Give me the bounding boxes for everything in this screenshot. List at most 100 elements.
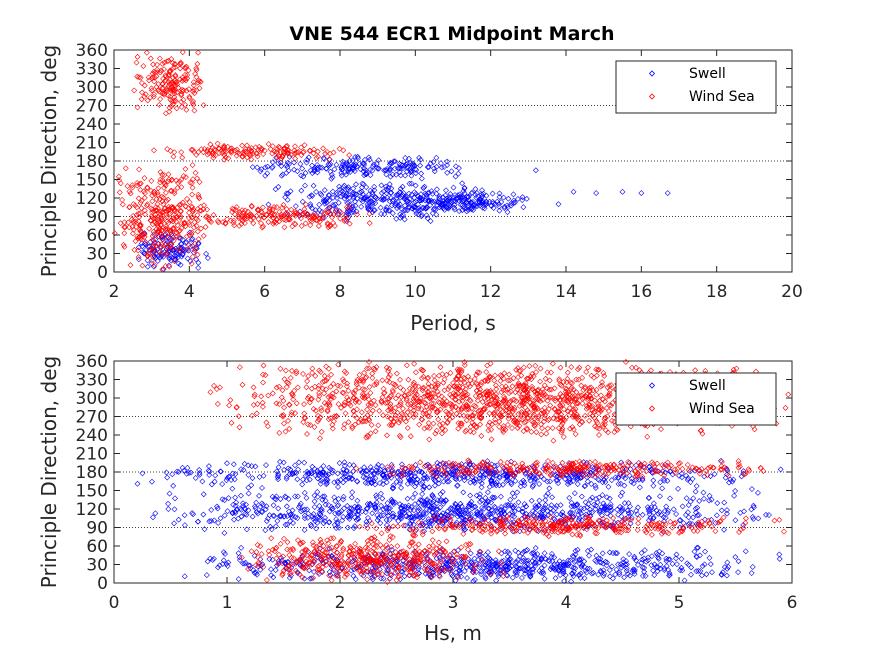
scatter-point-swell	[430, 159, 437, 165]
scatter-point-swell	[306, 476, 313, 483]
scatter-point-swell	[351, 168, 358, 175]
scatter-point-wind-sea	[126, 224, 133, 231]
scatter-point-swell	[501, 203, 508, 210]
scatter-point-swell	[288, 514, 295, 520]
scatter-point-swell	[382, 167, 389, 174]
scatter-point-swell	[195, 259, 202, 266]
scatter-point-swell	[486, 483, 493, 490]
scatter-point-wind-sea	[250, 215, 257, 221]
scatter-point-wind-sea	[161, 59, 168, 66]
scatter-point-swell	[605, 483, 612, 490]
scatter-point-wind-sea	[124, 183, 131, 190]
scatter-point-wind-sea	[242, 146, 249, 153]
scatter-point-swell	[275, 476, 282, 483]
scatter-point-swell	[519, 508, 526, 515]
scatter-point-wind-sea	[322, 210, 329, 217]
scatter-point-swell	[203, 250, 210, 257]
scatter-point-wind-sea	[159, 60, 166, 67]
scatter-point-swell	[510, 199, 517, 206]
scatter-point-wind-sea	[172, 64, 178, 71]
scatter-point-swell	[441, 463, 448, 470]
scatter-point-wind-sea	[241, 220, 248, 227]
scatter-point-swell	[314, 519, 321, 526]
scatter-point-swell	[314, 467, 321, 474]
scatter-point-swell	[492, 467, 499, 473]
top-x-axis-label: Period, s	[410, 311, 496, 335]
scatter-point-wind-sea	[179, 154, 186, 161]
scatter-point-swell	[384, 474, 391, 481]
scatter-point-swell	[219, 496, 226, 503]
scatter-point-swell	[424, 164, 431, 171]
scatter-point-swell	[777, 466, 784, 473]
scatter-point-swell	[297, 500, 304, 507]
scatter-point-wind-sea	[202, 224, 209, 230]
scatter-point-wind-sea	[136, 180, 143, 187]
scatter-point-wind-sea	[193, 223, 200, 229]
scatter-point-swell	[465, 207, 472, 213]
scatter-point-swell	[488, 478, 495, 485]
scatter-point-wind-sea	[221, 144, 228, 151]
scatter-point-swell	[531, 478, 538, 485]
scatter-point-swell	[477, 499, 483, 505]
scatter-point-swell	[572, 474, 579, 481]
scatter-point-swell	[275, 160, 282, 167]
scatter-point-wind-sea	[137, 186, 144, 193]
scatter-point-swell	[650, 477, 657, 484]
scatter-point-wind-sea	[149, 233, 156, 240]
scatter-point-wind-sea	[279, 153, 286, 160]
scatter-point-wind-sea	[298, 144, 305, 151]
scatter-point-swell	[690, 514, 696, 521]
scatter-point-wind-sea	[157, 208, 164, 215]
scatter-point-swell	[373, 165, 380, 171]
scatter-point-wind-sea	[155, 229, 162, 235]
scatter-point-swell	[320, 469, 327, 476]
scatter-point-swell	[418, 175, 425, 182]
scatter-point-swell	[523, 195, 530, 202]
scatter-point-swell	[431, 168, 438, 175]
scatter-point-wind-sea	[266, 205, 273, 212]
scatter-point-swell	[408, 180, 415, 187]
scatter-point-swell	[381, 167, 388, 174]
scatter-point-swell	[492, 480, 499, 487]
scatter-point-swell	[404, 165, 411, 172]
scatter-point-swell	[415, 507, 422, 514]
scatter-point-swell	[477, 491, 483, 498]
scatter-point-wind-sea	[242, 207, 249, 214]
scatter-point-wind-sea	[174, 222, 181, 229]
scatter-point-wind-sea	[147, 55, 154, 62]
scatter-point-swell	[238, 506, 245, 513]
scatter-point-wind-sea	[159, 90, 166, 97]
scatter-point-wind-sea	[159, 171, 166, 178]
scatter-point-wind-sea	[148, 257, 155, 264]
scatter-point-wind-sea	[134, 53, 141, 60]
scatter-point-wind-sea	[238, 216, 245, 223]
scatter-point-swell	[685, 475, 692, 482]
scatter-point-swell	[412, 198, 419, 205]
scatter-point-swell	[606, 495, 613, 502]
scatter-point-wind-sea	[192, 169, 199, 176]
scatter-point-swell	[242, 510, 249, 517]
scatter-point-swell	[396, 169, 403, 176]
scatter-point-wind-sea	[135, 195, 142, 202]
scatter-point-wind-sea	[168, 103, 175, 110]
scatter-point-swell	[355, 155, 361, 162]
scatter-point-swell	[530, 482, 537, 489]
scatter-point-swell	[313, 188, 320, 195]
scatter-point-swell	[299, 481, 306, 488]
scatter-point-swell	[387, 173, 394, 180]
scatter-point-wind-sea	[147, 217, 154, 224]
scatter-point-wind-sea	[141, 93, 148, 100]
scatter-point-swell	[259, 485, 265, 491]
scatter-point-swell	[500, 194, 507, 201]
scatter-point-wind-sea	[273, 216, 280, 223]
scatter-point-wind-sea	[166, 104, 173, 111]
scatter-point-swell	[316, 514, 323, 521]
scatter-point-swell	[390, 196, 397, 203]
scatter-point-wind-sea	[190, 79, 197, 86]
scatter-point-wind-sea	[178, 92, 185, 99]
scatter-point-swell	[361, 195, 367, 202]
scatter-point-swell	[433, 211, 440, 218]
scatter-point-swell	[404, 160, 411, 167]
scatter-point-swell	[660, 476, 667, 482]
scatter-point-swell	[267, 523, 274, 530]
